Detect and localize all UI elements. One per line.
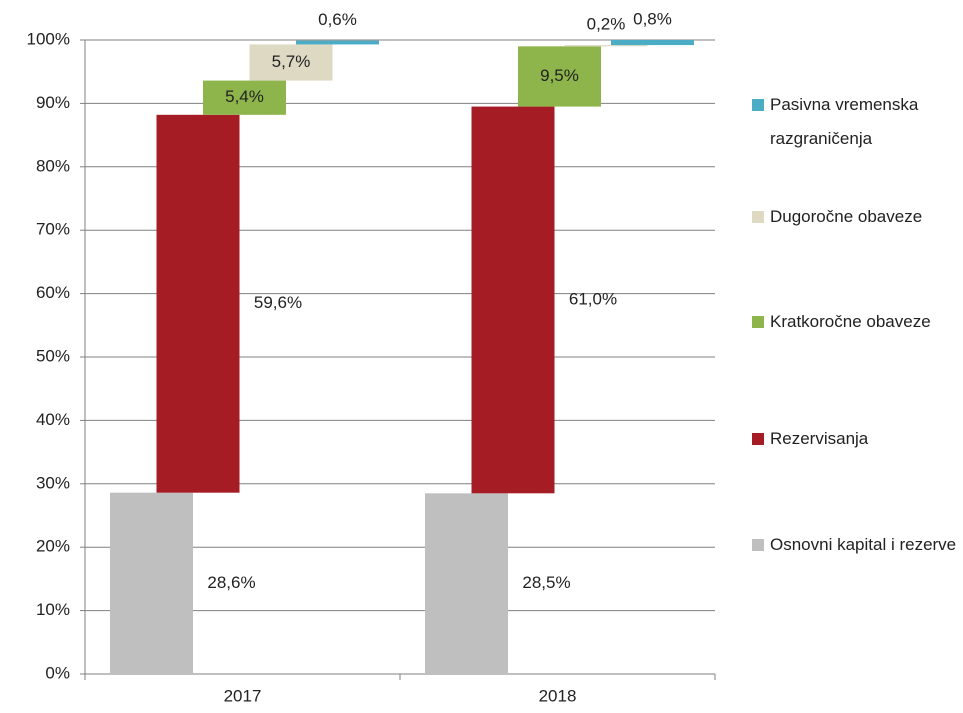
y-tick-label: 20% [36, 537, 70, 556]
data-label: 0,6% [318, 10, 357, 29]
data-label: 0,2% [587, 15, 626, 34]
y-tick-label: 100% [27, 29, 70, 48]
legend-item: Kratkoročne obaveze [752, 305, 957, 339]
legend-swatch [752, 316, 764, 328]
legend-swatch [752, 211, 764, 223]
bar [425, 493, 508, 674]
data-label: 0,8% [633, 9, 672, 28]
x-tick-label: 2017 [224, 686, 262, 705]
y-tick-label: 10% [36, 600, 70, 619]
x-tick-label: 2018 [539, 686, 577, 705]
y-tick-label: 90% [36, 93, 70, 112]
legend-item: Rezervisanja [752, 422, 957, 456]
data-label: 59,6% [254, 293, 302, 312]
data-label: 61,0% [569, 289, 617, 308]
legend: Pasivna vremenska razgraničenja Dugoročne… [752, 0, 963, 713]
bar [296, 40, 379, 45]
y-tick-label: 70% [36, 220, 70, 239]
y-tick-label: 60% [36, 283, 70, 302]
chart: 0% 10% 20% 30% 40% 50% 60% 70% 80% 90% 100% 2017 28,… [27, 9, 716, 705]
bar [110, 492, 193, 674]
legend-swatch [752, 99, 764, 111]
bar [611, 40, 694, 46]
data-label: 5,7% [272, 52, 311, 71]
y-tick-label: 50% [36, 346, 70, 365]
bar [203, 80, 286, 115]
legend-label: Osnovni kapital i rezerve [770, 535, 957, 554]
legend-item: Dugoročne obaveze [752, 200, 957, 234]
y-tick-label: 0% [45, 663, 70, 682]
legend-item: Pasivna vremenska razgraničenja [752, 88, 957, 156]
y-tick-label: 40% [36, 410, 70, 429]
bar [471, 106, 555, 494]
legend-label: Rezervisanja [770, 429, 869, 448]
data-label: 5,4% [225, 87, 264, 106]
legend-item: Osnovni kapital i rezerve [752, 528, 957, 562]
legend-label: Dugoročne obaveze [770, 207, 923, 226]
data-label: 28,5% [522, 573, 570, 592]
bar [564, 45, 648, 47]
y-tick-label: 80% [36, 156, 70, 175]
y-tick-label: 30% [36, 473, 70, 492]
legend-label: Kratkoročne obaveze [770, 312, 931, 331]
legend-swatch [752, 433, 764, 445]
legend-swatch [752, 539, 764, 551]
data-label: 9,5% [540, 66, 579, 85]
bar [156, 114, 240, 493]
data-label: 28,6% [207, 573, 255, 592]
bar [249, 44, 333, 81]
bar [518, 46, 601, 107]
legend-label: Pasivna vremenska razgraničenja [770, 95, 919, 148]
